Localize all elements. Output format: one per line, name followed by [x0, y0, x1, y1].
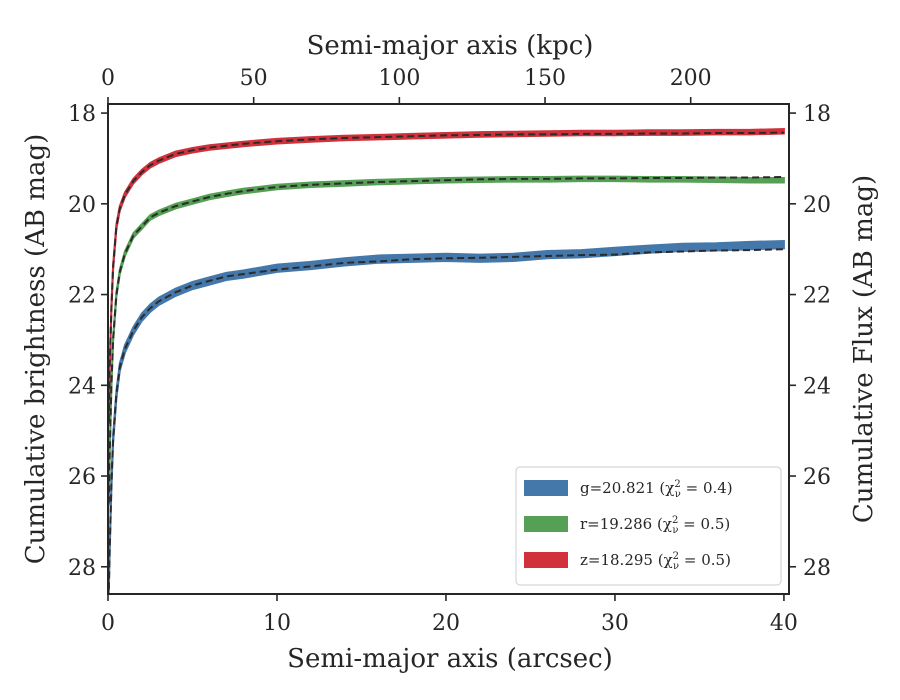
band-r — [107, 175, 785, 506]
x-top-tick-label: 150 — [524, 66, 566, 91]
plot-frame — [107, 103, 790, 595]
legend-label: z=18.295 (χ2 ν = 0.5) — [580, 551, 731, 572]
y-left-tick-label: 22 — [68, 284, 96, 309]
x-bottom-tick-label: 20 — [432, 611, 460, 636]
y-left-tick-label: 28 — [68, 556, 96, 581]
axis-ticks — [101, 97, 796, 601]
model-line-g — [107, 248, 784, 590]
y-right-tick-label: 24 — [803, 374, 831, 399]
x-bottom-axis-title: Semi-major axis (arcsec) — [287, 644, 613, 674]
x-top-tick-label: 100 — [378, 66, 420, 91]
series-model-lines — [107, 131, 784, 590]
legend: g=20.821 (χ2 ν = 0.4) r=19.286 (χ2 ν = 0.5)… — [515, 466, 782, 586]
y-right-tick-label: 18 — [803, 102, 831, 127]
y-right-axis-title: Cumulative Flux (AB mag) — [849, 175, 879, 523]
y-right-tick-label: 28 — [803, 556, 831, 581]
y-left-tick-label: 24 — [68, 374, 96, 399]
y-right-tick-label: 22 — [803, 284, 831, 309]
model-line-z — [107, 131, 784, 422]
legend-swatch — [524, 516, 568, 532]
legend-box — [515, 466, 782, 586]
y-left-tick-label: 26 — [68, 465, 96, 490]
y-right-tick-label: 26 — [803, 465, 831, 490]
axis-tick-labels: 0 10 20 30 40 0 50 100 150 200 18 18 20 20 22 22 24 24 26 2… — [68, 66, 831, 636]
y-left-tick-label: 20 — [68, 193, 96, 218]
x-bottom-tick-label: 40 — [770, 611, 798, 636]
legend-label: g=20.821 (χ2 ν = 0.4) — [580, 479, 733, 500]
x-bottom-tick-label: 30 — [601, 611, 629, 636]
x-top-axis-title: Semi-major axis (kpc) — [307, 31, 594, 61]
x-bottom-tick-label: 0 — [101, 611, 115, 636]
x-top-tick-label: 200 — [670, 66, 712, 91]
x-top-tick-label: 0 — [101, 66, 115, 91]
legend-swatch — [524, 552, 568, 568]
model-line-r — [107, 176, 784, 504]
legend-label: r=19.286 (χ2 ν = 0.5) — [580, 515, 730, 536]
legend-swatch — [524, 480, 568, 496]
y-right-tick-label: 20 — [803, 193, 831, 218]
band-g — [107, 239, 785, 594]
y-left-tick-label: 18 — [68, 102, 96, 127]
y-left-axis-title: Cumulative brightness (AB mag) — [21, 134, 51, 565]
x-bottom-tick-label: 10 — [263, 611, 291, 636]
x-top-tick-label: 50 — [240, 66, 268, 91]
